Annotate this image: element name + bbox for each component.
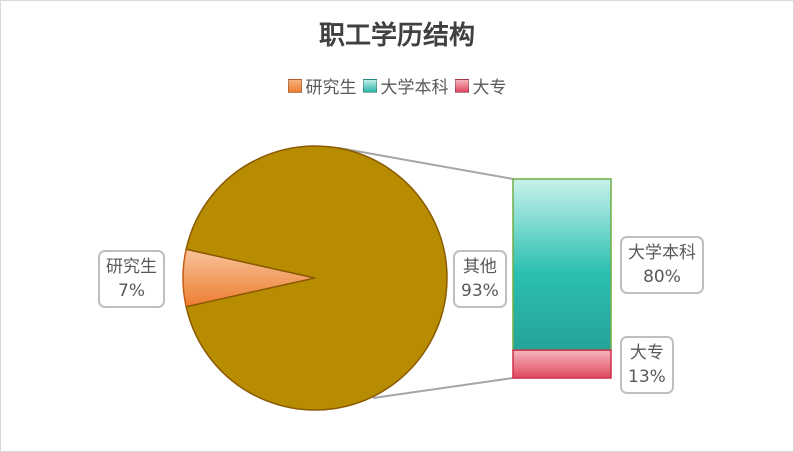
connector-line-top bbox=[338, 147, 514, 180]
data-label-college: 大专 13% bbox=[620, 336, 674, 394]
stacked-bar bbox=[512, 178, 612, 379]
data-label-other: 其他 93% bbox=[453, 250, 507, 308]
legend-swatch-graduate bbox=[287, 78, 302, 93]
connector-line-bottom bbox=[372, 377, 514, 399]
legend-label-college: 大专 bbox=[472, 78, 507, 98]
pie-slice-other bbox=[185, 145, 448, 411]
connector-lines bbox=[338, 147, 514, 399]
legend-swatch-college bbox=[454, 78, 469, 93]
data-label-graduate: 研究生 7% bbox=[98, 250, 165, 308]
legend-label-bachelor: 大学本科 bbox=[380, 78, 449, 98]
legend-item-college: 大专 bbox=[454, 73, 507, 98]
bar-segment-college bbox=[512, 349, 612, 379]
bar-segment-bachelor bbox=[512, 178, 612, 351]
pie bbox=[182, 145, 448, 411]
legend-swatch-bachelor bbox=[362, 78, 377, 93]
legend-label-graduate: 研究生 bbox=[305, 78, 357, 98]
data-label-bachelor: 大学本科 80% bbox=[620, 236, 704, 294]
legend-item-bachelor: 大学本科 bbox=[362, 73, 449, 98]
chart-title: 职工学历结构 bbox=[318, 21, 475, 51]
legend-item-graduate: 研究生 bbox=[287, 73, 357, 98]
legend: 研究生 大学本科 大专 bbox=[1, 73, 793, 98]
